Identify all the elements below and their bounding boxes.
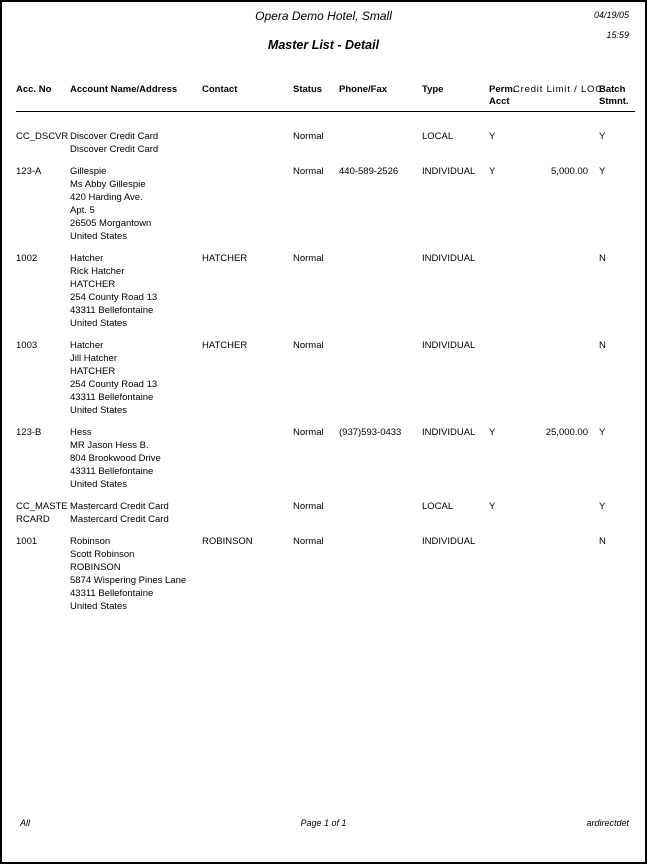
- perm-acct-cell: Y: [489, 501, 496, 512]
- header-batch-line2: Stmnt.: [599, 96, 629, 107]
- table-row: CC_MASTE RCARD Mastercard Credit Card Mast…: [16, 500, 637, 526]
- table-body: CC_DSCVR Discover Credit Card Discover Cr…: [16, 130, 637, 622]
- status-cell: Normal: [293, 131, 324, 142]
- name-address-cell: Hatcher Jill Hatcher HATCHER 254 County Roa…: [70, 340, 158, 416]
- acc-no-cell: 1001: [16, 536, 38, 547]
- perm-acct-cell: Y: [489, 166, 496, 177]
- type-cell: INDIVIDUAL: [422, 340, 476, 351]
- header-batch-stmnt: Batch Stmnt.: [591, 84, 635, 108]
- name-address-cell: Robinson Scott Robinson ROBINSON 5874 Wispe…: [70, 536, 187, 612]
- perm-acct-cell: Y: [489, 131, 496, 142]
- batch-stmnt-cell: N: [599, 340, 606, 351]
- batch-stmnt-cell: Y: [599, 166, 606, 177]
- acc-no-cell: 1002: [16, 253, 38, 264]
- footer-report-id: ardirectdet: [586, 818, 629, 828]
- footer-filter: All: [20, 818, 31, 828]
- batch-stmnt-cell: N: [599, 253, 606, 264]
- report-title: Master List - Detail: [267, 38, 380, 52]
- hotel-name: Opera Demo Hotel, Small: [255, 9, 392, 23]
- table-header-row: Acc. No Account Name/Address Contact Sta…: [16, 84, 637, 108]
- footer-page-number: Page 1 of 1: [300, 818, 347, 828]
- type-cell: LOCAL: [422, 131, 454, 142]
- type-cell: LOCAL: [422, 501, 454, 512]
- status-cell: Normal: [293, 501, 324, 512]
- perm-acct-cell: Y: [489, 427, 496, 438]
- name-address-cell: Gillespie Ms Abby Gillespie 420 Harding Av…: [70, 166, 152, 242]
- credit-limit-cell: 5,000.00: [551, 166, 588, 177]
- table-row: 123-A Gillespie Ms Abby Gillespie 420 Hard…: [16, 165, 637, 243]
- header-name: Account Name/Address: [70, 84, 178, 95]
- table-row: 1001 Robinson Scott Robinson ROBINSON 5874 …: [16, 535, 637, 613]
- report-date: 04/19/05: [593, 10, 629, 20]
- status-cell: Normal: [293, 340, 324, 351]
- contact-cell: HATCHER: [202, 253, 248, 264]
- type-cell: INDIVIDUAL: [422, 427, 476, 438]
- header-type: Type: [422, 84, 444, 95]
- phone-fax-cell: (937)593-0433: [339, 427, 402, 438]
- header-perm-line1: Perm.: [489, 84, 516, 95]
- table-row: 1003 Hatcher Jill Hatcher HATCHER 254 Count…: [16, 339, 637, 417]
- acc-no-cell: 1003: [16, 340, 38, 351]
- acc-no-cell: 123-B: [16, 427, 42, 438]
- header-contact: Contact: [202, 84, 238, 95]
- table-row: 123-B Hess MR Jason Hess B. 804 Brookwood …: [16, 426, 637, 491]
- status-cell: Normal: [293, 253, 324, 264]
- name-address-cell: Hess MR Jason Hess B. 804 Brookwood Drive 4…: [70, 427, 161, 490]
- header-divider-line: [16, 111, 635, 112]
- batch-stmnt-cell: N: [599, 536, 606, 547]
- header-batch-line1: Batch: [599, 84, 626, 95]
- type-cell: INDIVIDUAL: [422, 253, 476, 264]
- name-address-cell: Mastercard Credit Card Mastercard Credit …: [70, 501, 169, 525]
- acc-no-cell: CC_MASTE RCARD: [16, 501, 68, 525]
- header-perm-acct: Perm. Acct: [489, 84, 516, 108]
- batch-stmnt-cell: Y: [599, 131, 606, 142]
- status-cell: Normal: [293, 427, 324, 438]
- contact-cell: HATCHER: [202, 340, 248, 351]
- header-acc-no: Acc. No: [16, 84, 52, 95]
- status-cell: Normal: [293, 166, 324, 177]
- name-address-cell: Hatcher Rick Hatcher HATCHER 254 County Roa…: [70, 253, 158, 329]
- credit-limit-cell: 25,000.00: [545, 427, 588, 438]
- header-status: Status: [293, 84, 323, 95]
- header-perm-line2: Acct: [489, 96, 510, 107]
- batch-stmnt-cell: Y: [599, 427, 606, 438]
- header-credit-limit: Credit Limit / LOC: [513, 84, 603, 95]
- contact-cell: ROBINSON: [202, 536, 253, 547]
- table-row: CC_DSCVR Discover Credit Card Discover Cr…: [16, 130, 637, 156]
- table-row: 1002 Hatcher Rick Hatcher HATCHER 254 Count…: [16, 252, 637, 330]
- type-cell: INDIVIDUAL: [422, 536, 476, 547]
- report-time: 15:59: [606, 30, 629, 40]
- name-address-cell: Discover Credit Card Discover Credit Card: [70, 131, 159, 155]
- phone-fax-cell: 440-589-2526: [339, 166, 399, 177]
- status-cell: Normal: [293, 536, 324, 547]
- batch-stmnt-cell: Y: [599, 501, 606, 512]
- header-phone: Phone/Fax: [339, 84, 388, 95]
- acc-no-cell: 123-A: [16, 166, 42, 177]
- type-cell: INDIVIDUAL: [422, 166, 476, 177]
- acc-no-cell: CC_DSCVR: [16, 131, 69, 142]
